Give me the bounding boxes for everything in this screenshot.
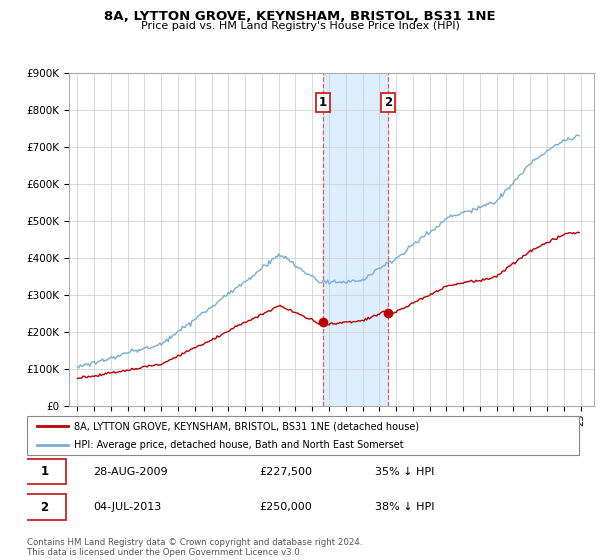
Text: Contains HM Land Registry data © Crown copyright and database right 2024.
This d: Contains HM Land Registry data © Crown c…: [27, 538, 362, 557]
Text: 38% ↓ HPI: 38% ↓ HPI: [375, 502, 434, 512]
Text: 8A, LYTTON GROVE, KEYNSHAM, BRISTOL, BS31 1NE: 8A, LYTTON GROVE, KEYNSHAM, BRISTOL, BS3…: [104, 10, 496, 23]
Text: 2: 2: [41, 501, 49, 514]
FancyBboxPatch shape: [27, 416, 579, 455]
Text: 1: 1: [41, 465, 49, 478]
Text: £250,000: £250,000: [259, 502, 311, 512]
Text: 2: 2: [383, 96, 392, 109]
Text: 04-JUL-2013: 04-JUL-2013: [93, 502, 161, 512]
Bar: [323, 73, 388, 406]
FancyBboxPatch shape: [24, 459, 65, 484]
Text: 1: 1: [319, 96, 327, 109]
Text: 35% ↓ HPI: 35% ↓ HPI: [375, 467, 434, 477]
Text: 8A, LYTTON GROVE, KEYNSHAM, BRISTOL, BS31 1NE (detached house): 8A, LYTTON GROVE, KEYNSHAM, BRISTOL, BS3…: [74, 421, 419, 431]
FancyBboxPatch shape: [24, 494, 65, 520]
Text: £227,500: £227,500: [259, 467, 312, 477]
Text: HPI: Average price, detached house, Bath and North East Somerset: HPI: Average price, detached house, Bath…: [74, 440, 404, 450]
Text: Price paid vs. HM Land Registry's House Price Index (HPI): Price paid vs. HM Land Registry's House …: [140, 21, 460, 31]
Text: 28-AUG-2009: 28-AUG-2009: [93, 467, 168, 477]
